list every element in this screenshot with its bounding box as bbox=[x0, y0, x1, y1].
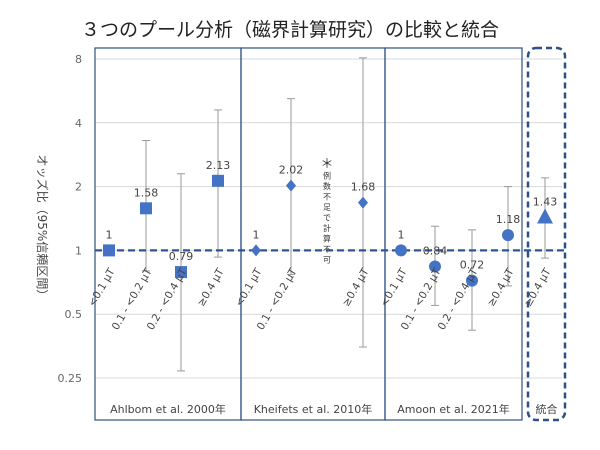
value-label: 0.79 bbox=[169, 250, 194, 263]
square-marker bbox=[103, 244, 115, 257]
value-label: 2.02 bbox=[279, 164, 304, 177]
value-label: 1.68 bbox=[351, 181, 376, 194]
group-frame bbox=[384, 47, 523, 421]
y-tick-label: 8 bbox=[75, 53, 82, 66]
value-label: 1.18 bbox=[496, 213, 521, 226]
group-label: Ahlbom et al. 2000年 bbox=[110, 402, 226, 416]
group-frames bbox=[94, 46, 567, 422]
square-marker bbox=[212, 174, 224, 187]
category-label: 0.2 - <0.4 μT bbox=[436, 266, 481, 332]
y-axis-label: オッズ比（95%信頼区間） bbox=[35, 155, 50, 302]
diamond-marker bbox=[286, 179, 296, 192]
group-frame bbox=[526, 46, 567, 422]
diamond-marker bbox=[358, 196, 368, 209]
group-label: Amoon et al. 2021年 bbox=[397, 402, 510, 416]
value-label: 1 bbox=[398, 228, 405, 241]
value-labels: 1 1.58 0.79 2.13 1 2.02 1.68 1 0.84 0.72 1.18 1.43 bbox=[106, 159, 558, 272]
note-char: で bbox=[323, 214, 331, 223]
note-char: 可 bbox=[323, 256, 331, 265]
note-char: 計 bbox=[323, 223, 331, 233]
note-char: 例 bbox=[323, 171, 331, 181]
group-labels: Ahlbom et al. 2000年 Kheifets et al. 2010年… bbox=[110, 402, 557, 416]
circle-marker bbox=[466, 274, 478, 287]
triangle-marker bbox=[537, 208, 553, 224]
square-marker bbox=[140, 202, 152, 215]
error-bars bbox=[142, 57, 549, 372]
y-tick-label: 2 bbox=[75, 181, 82, 194]
circle-marker bbox=[502, 229, 514, 242]
note-char: ＊ bbox=[320, 157, 333, 172]
category-label: <0.1 μT bbox=[86, 266, 118, 309]
diamond-marker bbox=[251, 244, 261, 257]
y-tick-label: 1 bbox=[75, 244, 82, 257]
value-label: 1.58 bbox=[134, 186, 159, 199]
category-label: ≥0.4 μT bbox=[195, 266, 227, 309]
value-label: 1 bbox=[106, 228, 113, 241]
note-char: 数 bbox=[323, 181, 331, 191]
y-axis-ticks: 0.25 0.5 1 2 4 8 bbox=[58, 53, 83, 385]
category-label: <0.1 μT bbox=[233, 266, 265, 309]
y-tick-label: 4 bbox=[75, 117, 82, 130]
category-label: ≥0.4 μT bbox=[340, 266, 372, 309]
category-label: ≥0.4 μT bbox=[485, 266, 517, 309]
group-label: Kheifets et al. 2010年 bbox=[254, 402, 373, 416]
category-label: <0.1 μT bbox=[378, 266, 410, 309]
value-label: 1 bbox=[253, 228, 260, 241]
note-char: 算 bbox=[323, 234, 331, 244]
note-char: 不 bbox=[323, 245, 331, 254]
value-label: 1.43 bbox=[533, 195, 558, 208]
value-label: 0.84 bbox=[423, 244, 448, 257]
group-label: 統合 bbox=[536, 402, 558, 416]
note-char: 不 bbox=[323, 193, 331, 202]
circle-marker bbox=[395, 244, 407, 257]
value-label: 2.13 bbox=[206, 159, 231, 172]
y-tick-label: 0.5 bbox=[65, 308, 83, 321]
value-label: 0.72 bbox=[460, 259, 485, 272]
circle-marker bbox=[429, 260, 441, 273]
note-char: 足 bbox=[323, 203, 331, 212]
square-marker bbox=[175, 266, 187, 279]
chart-title: ３つのプール分析（磁界計算研究）の比較と統合 bbox=[81, 19, 499, 41]
group-frame bbox=[94, 47, 242, 421]
y-tick-label: 0.25 bbox=[58, 372, 83, 385]
category-labels: <0.1 μT0.1 - <0.2 μT0.2 - <0.4 μT ≥0.4 μT… bbox=[86, 266, 554, 332]
data-markers bbox=[103, 174, 553, 287]
